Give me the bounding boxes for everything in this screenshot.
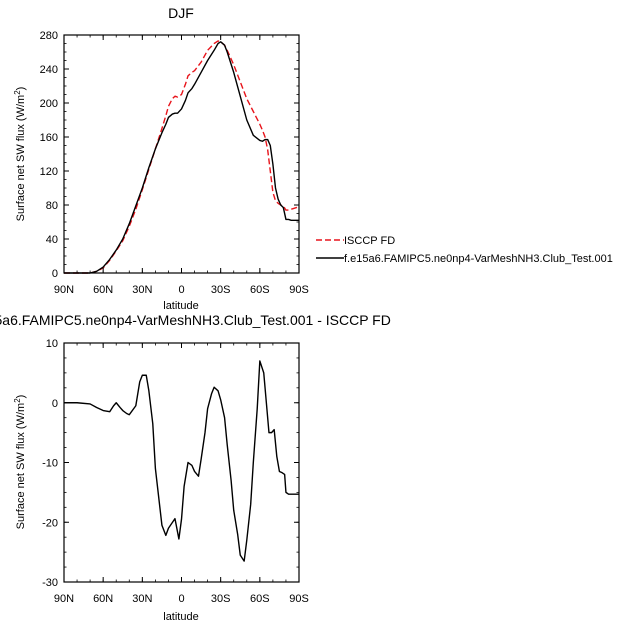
chart2-xtick-label: 30N (132, 593, 152, 605)
chart1-xtick-label: 0 (178, 284, 184, 296)
chart2-ytick-label: 10 (46, 338, 58, 350)
chart1-xlabel: latitude (163, 300, 198, 312)
chart2-ytick-label: 0 (52, 398, 58, 410)
chart1-xtick-label: 30N (132, 284, 152, 296)
chart1-series-line-0 (64, 40, 300, 274)
chart1-xtick-label: 60S (250, 284, 270, 296)
chart2-ylabel: Surface net SW flux (W/m2) (13, 395, 28, 530)
chart2-ytick-label: -20 (42, 517, 58, 529)
chart1-ytick-label: 160 (40, 132, 58, 144)
chart2-ytick-label: -30 (42, 577, 58, 589)
chart1-plot-frame (63, 34, 300, 274)
chart2-xtick-label: 60N (93, 593, 113, 605)
chart1-ylabel: Surface net SW flux (W/m2) (13, 87, 28, 222)
chart2-title: f.e15a6.FAMIPC5.ne0np4-VarMeshNH3.Club_T… (0, 312, 391, 328)
chart1-ytick-label: 280 (40, 30, 58, 42)
chart1-xtick-label: 60N (93, 284, 113, 296)
chart1-series-line-1 (64, 41, 299, 274)
chart1-ytick-label: 240 (40, 64, 58, 76)
chart1-xtick-label: 30S (211, 284, 231, 296)
chart2-xtick-label: 90S (289, 593, 309, 605)
chart1-ytick-label: 80 (46, 200, 58, 212)
chart2-xtick-label: 90N (54, 593, 74, 605)
chart2-series-line-0 (64, 360, 299, 562)
chart2-xtick-label: 0 (178, 593, 184, 605)
chart1-xtick-label: 90S (289, 284, 309, 296)
chart2-xtick-label: 30S (211, 593, 231, 605)
chart1-ytick-label: 200 (40, 98, 58, 110)
legend-label-isccp: ISCCP FD (344, 235, 395, 247)
chart2-xtick-label: 60S (250, 593, 270, 605)
chart1-legend: ISCCP FD f.e15a6.FAMIPC5.ne0np4-VarMeshN… (316, 235, 613, 265)
chart1-ytick-label: 0 (52, 268, 58, 280)
chart2-xlabel: latitude (163, 611, 198, 623)
chart2-ytick-label: -10 (42, 458, 58, 470)
chart1-ytick-label: 40 (46, 234, 58, 246)
chart1-title: DJF (168, 5, 194, 21)
legend-label-model: f.e15a6.FAMIPC5.ne0np4-VarMeshNH3.Club_T… (344, 253, 613, 265)
chart1-xtick-label: 90N (54, 284, 74, 296)
chart1-ytick-label: 120 (40, 166, 58, 178)
